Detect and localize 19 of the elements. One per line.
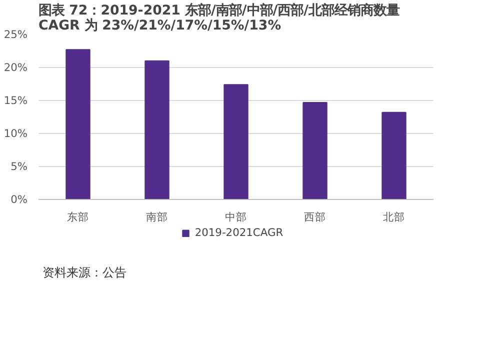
bar <box>144 60 170 200</box>
y-tick-label: 15% <box>4 94 28 107</box>
bar <box>302 102 328 200</box>
x-tick-label: 东部 <box>67 210 89 224</box>
chart-title: 图表 72：2019-2021 东部/南部/中部/西部/北部经销商数量 CAGR 为 23%/21%/17%/15%/13% <box>38 2 400 34</box>
y-tick-label: 0% <box>10 193 28 206</box>
y-tick-label: 10% <box>4 127 28 140</box>
bar <box>66 49 90 200</box>
x-tick-label: 中部 <box>225 210 247 224</box>
text: 资料来源：公告 <box>42 266 126 280</box>
bar <box>224 84 248 200</box>
y-tick-label: 5% <box>10 160 28 173</box>
y-tick-label: 20% <box>4 61 28 74</box>
x-tick-label: 北部 <box>383 210 405 224</box>
legend-label: 2019-2021CAGR <box>194 226 284 239</box>
x-tick-label: 西部 <box>304 210 326 224</box>
bar <box>382 112 406 200</box>
y-tick-label: 25% <box>4 28 28 41</box>
x-tick-label: 南部 <box>146 210 168 224</box>
